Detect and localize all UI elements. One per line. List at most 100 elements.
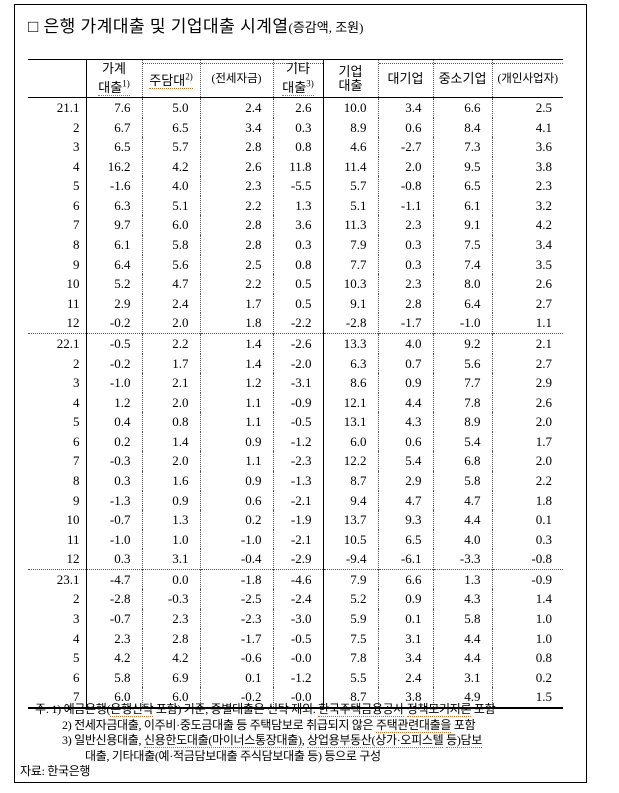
cell: 3.5 [535,256,552,272]
cell: -1.8 [200,568,274,590]
cell: 0.3 [378,254,434,275]
table-row: 12 -0.2 2.0 1.8 -2.2 -2.8 -1.7 -1.0 1.1 [28,313,563,334]
page-title-text: 은행 가계대출 및 기업대출 시계열 [43,17,289,36]
footnote-text: 포함 [451,717,476,732]
cell: -4.6 [273,568,324,590]
col-header-jeonse: (전세자금) [200,59,274,98]
cell: 6.5 [86,137,143,157]
row-label: 2 [28,589,87,610]
cell: 0.1 [535,512,552,528]
row-label: 8 [28,235,87,255]
footnote-line: 주: 1) 예금은행(은행신탁 포함) 기준, 종별대출은 신탁 제외. 한국주… [20,702,580,718]
table-row: 9 -1.3 0.9 0.6 -2.1 9.4 4.7 4.7 1.8 [28,490,563,511]
cell: -1.2 [273,667,324,688]
table-row: 11 2.9 2.4 1.7 0.5 9.1 2.8 6.4 2.7 [28,293,563,314]
cell: 5.7 [323,176,379,196]
table-row: 7 6.0 6.0 -0.2 -0.0 8.7 3.8 4.9 1.5 [28,687,563,709]
cell: 2.3 [86,628,143,649]
cell: 2.1 [492,332,563,354]
cell: -0.5 [86,332,143,354]
cell: 2.5 [535,100,552,115]
cell: 6.7 [86,117,143,138]
cell: 6.8 [433,451,493,471]
row-label: 10 [28,274,87,294]
cell: 1.7 [535,433,552,449]
cell: -0.5 [273,412,324,432]
cell: 6.3 [323,353,379,374]
cell: -1.3 [86,490,143,511]
cell: 2.6 [273,97,324,118]
cell: 7.7 [433,373,493,393]
cell: -0.8 [378,176,434,196]
spellcheck-marked-text: 등)담보 [446,733,483,749]
cell: 4.2 [142,648,201,668]
cell: 1.7 [142,353,201,374]
cell: 0.4 [86,412,143,432]
spellcheck-marked-text: 신용한도대출(마이너스통장대출) [143,733,302,749]
table-row: 22.1 -0.5 2.2 1.4 -2.6 13.3 4.0 9.2 2.1 [28,332,563,354]
row-label: 3 [28,373,87,393]
cell: 0.8 [142,412,201,432]
cell: 0.9 [142,490,201,511]
cell: 1.2 [86,392,143,413]
cell: 2.8 [200,137,274,157]
table-row: 12 0.3 3.1 -0.4 -2.9 -9.4 -6.1 -3.3 -0.8 [28,549,563,570]
cell: -0.4 [200,549,274,570]
cell: 0.5 [273,274,324,294]
cell: 0.9 [200,431,274,452]
cell: 6.5 [433,176,493,196]
footnote-text: 포함) 기준, 종별대출은 신탁 제외. [153,702,319,716]
cell: 5.1 [142,195,201,216]
cell: 3.6 [273,215,324,236]
page-title: □ 은행 가계대출 및 기업대출 시계열(증감액, 조원) [28,12,363,37]
cell: -2.1 [273,490,324,511]
footnotes: 주: 1) 예금은행(은행신탁 포함) 기준, 종별대출은 신탁 제외. 한국주… [20,702,580,780]
cell: 0.3 [273,235,324,255]
cell: 6.1 [433,195,493,216]
row-label: 4 [28,156,87,177]
cell: 4.9 [433,687,493,709]
cell: -1.2 [273,431,324,452]
row-label: 7 [28,215,87,236]
cell: 5.0 [142,97,201,118]
cell: 7.8 [433,392,493,413]
page-title-unit: (증감액, 조원) [288,20,364,35]
cell: -2.8 [323,313,379,334]
cell: 5.2 [86,274,143,294]
cell: 2.0 [535,453,552,469]
cell: 4.0 [433,529,493,550]
cell: 2.0 [378,156,434,177]
cell: 5.2 [323,589,379,610]
cell: -1.0 [200,529,274,550]
cell: 0.6 [378,431,434,452]
cell: 5.1 [323,195,379,216]
cell: 3.1 [433,667,493,688]
table-row: 6 6.3 5.1 2.2 1.3 5.1 -1.1 6.1 3.2 [28,195,563,216]
footnote-text: 2) 전세자금대출, 이주비·중도금대출 등 주택담보로 취급되지 않은 [62,717,376,732]
cell: 12.2 [323,451,379,471]
cell: 6.4 [433,293,493,314]
cell: 0.3 [86,549,143,570]
cell: 1.8 [200,313,274,334]
row-label: 9 [28,490,87,511]
cell: 0.8 [273,137,324,157]
table-body: 21.1 7.6 5.0 2.4 2.6 10.0 3.4 6.6 2.5 2 6.7 6.5 3.4 0… [28,97,563,709]
cell: 7.5 [323,628,379,649]
col-header-corporate: 기업 대출 [323,59,379,98]
cell: 0.3 [378,235,434,255]
cell: -3.1 [273,373,324,393]
footnote-line: 2) 전세자금대출, 이주비·중도금대출 등 주택담보로 취급되지 않은 주택관… [20,717,580,734]
cell: 1.3 [142,510,201,530]
table-row: 5 0.4 0.8 1.1 -0.5 13.1 4.3 8.9 2.0 [28,412,563,432]
cell: 4.1 [535,119,552,135]
cell: 5.4 [378,451,434,471]
cell: 5.8 [433,609,493,629]
cell: -9.4 [323,549,379,570]
cell: 0.3 [273,117,324,138]
table-row: 21.1 7.6 5.0 2.4 2.6 10.0 3.4 6.6 2.5 [28,97,563,118]
row-label: 6 [28,431,87,452]
cell: 5.8 [433,470,493,491]
cell: 6.6 [378,568,434,590]
cell: 4.3 [378,412,434,432]
cell: -0.7 [86,609,143,629]
